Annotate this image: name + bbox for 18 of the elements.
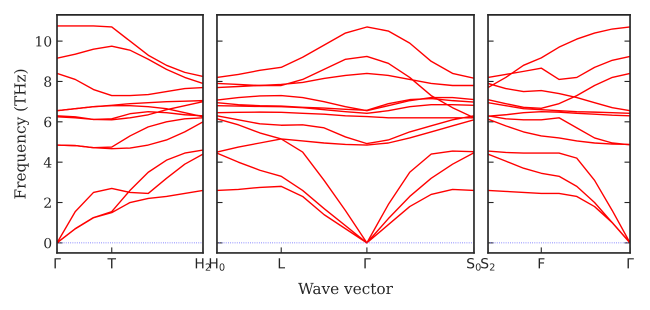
x-tick-label: F <box>538 258 544 268</box>
y-tick-label: 2 <box>44 197 51 208</box>
x-axis-title: Wave vector <box>298 282 393 294</box>
y-tick-label: 4 <box>44 157 52 168</box>
x-tick-label: Γ <box>54 258 61 268</box>
y-tick-label: 0 <box>44 238 52 248</box>
x-tick-label: H$_{0}$ <box>210 258 224 271</box>
x-tick-label: T <box>107 258 116 268</box>
x-tick-label: H$_{2}$ <box>196 258 210 271</box>
y-tick-label: 8 <box>44 76 52 87</box>
x-tick-label: Γ <box>628 258 634 268</box>
y-tick-label: 6 <box>44 116 52 128</box>
x-tick-label: Γ <box>364 258 371 268</box>
y-axis-title: Frequency (THz) <box>14 70 29 199</box>
x-tick-label: L <box>278 258 286 268</box>
x-tick-label: S$_{2}$ <box>481 258 494 271</box>
y-tick-label: 10 <box>36 36 52 47</box>
x-tick-label: S$_{0}$ <box>467 258 481 271</box>
